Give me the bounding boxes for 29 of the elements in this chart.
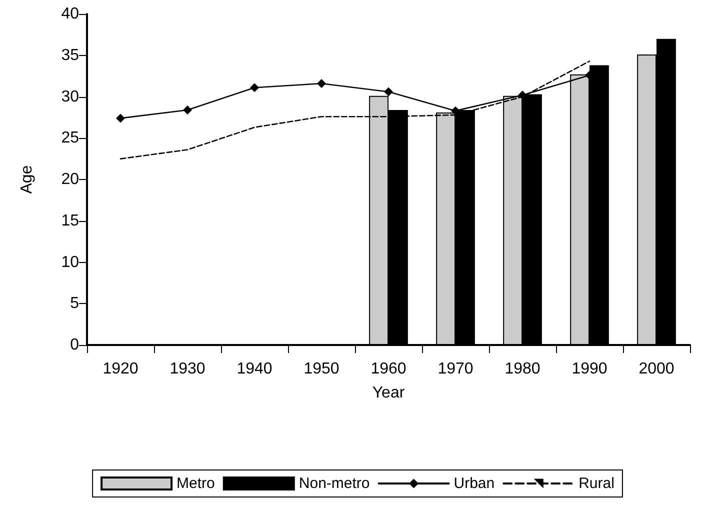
y-tick-label: 25 <box>61 130 80 147</box>
point <box>317 79 326 88</box>
y-tick-label: 5 <box>70 295 80 312</box>
legend-label: Non-metro <box>298 475 370 492</box>
point <box>384 87 393 96</box>
y-tick-label: 0 <box>70 336 80 354</box>
point <box>183 105 192 114</box>
x-tick-label: 1950 <box>304 360 340 378</box>
x-tick-label: 2000 <box>638 360 674 378</box>
y-tick-label: 10 <box>61 254 80 271</box>
y-tick-label: 20 <box>61 171 80 188</box>
point <box>250 83 259 92</box>
y-tick-label: 35 <box>61 46 80 64</box>
y-tick-label: 40 <box>61 6 80 22</box>
x-tick-label: 1960 <box>370 360 406 378</box>
legend-label: Rural <box>578 475 614 492</box>
x-tick-label: 1970 <box>438 360 474 378</box>
x-tick-label: 1980 <box>504 360 540 378</box>
x-tick-label: 1990 <box>572 360 608 378</box>
y-tick-label: 30 <box>61 88 80 106</box>
y-tick-label: 15 <box>61 212 80 230</box>
point <box>116 114 125 123</box>
legend-label: Urban <box>454 475 495 492</box>
y-axis-title: Age <box>18 165 36 194</box>
legend-label: Metro <box>176 475 215 492</box>
x-tick-label: 1940 <box>236 360 272 378</box>
x-tick-label: 1930 <box>170 360 206 378</box>
x-axis-title: Year <box>372 384 406 402</box>
x-tick-label: 1920 <box>102 360 138 378</box>
